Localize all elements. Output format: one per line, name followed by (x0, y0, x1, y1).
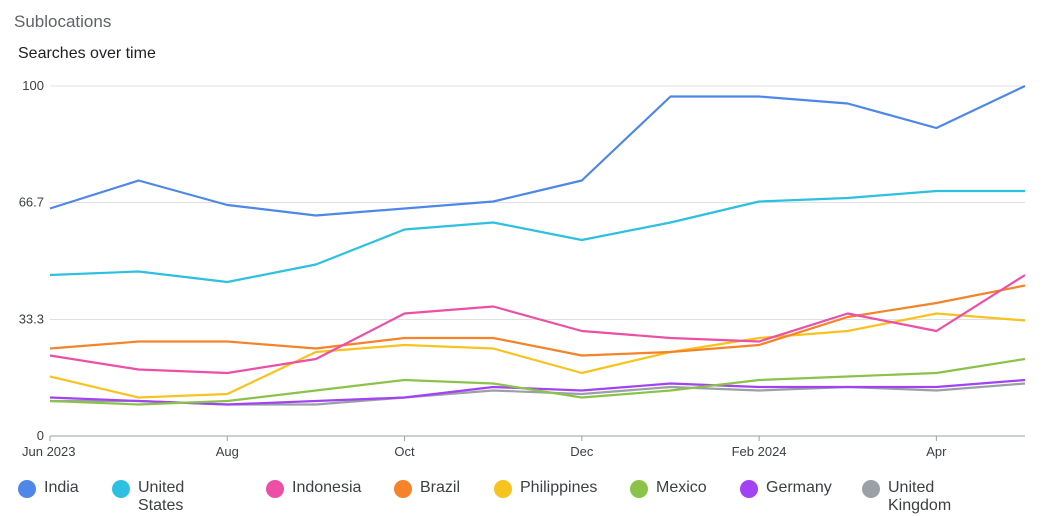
legend-label: Indonesia (292, 479, 362, 496)
legend-item-united-kingdom[interactable]: United Kingdom (862, 479, 951, 515)
legend-dot-icon (266, 480, 284, 498)
y-tick-label: 0 (37, 428, 44, 443)
legend: India United States Indonesia Brazil Philipp… (18, 479, 1038, 515)
x-tick-label: Jun 2023 (22, 444, 76, 459)
legend-item-germany[interactable]: Germany (740, 479, 832, 498)
chart-title: Searches over time (18, 45, 156, 62)
legend-dot-icon (494, 480, 512, 498)
legend-dot-icon (394, 480, 412, 498)
x-tick-label: Feb 2024 (732, 444, 787, 459)
legend-dot-icon (862, 480, 880, 498)
legend-label: Germany (766, 479, 832, 496)
x-tick-label: Dec (570, 444, 594, 459)
series-line-indonesia[interactable] (49, 274, 1026, 375)
legend-label: Mexico (656, 479, 707, 496)
y-tick-label: 33.3 (19, 311, 44, 326)
legend-dot-icon (112, 480, 130, 498)
legend-label: Philippines (520, 479, 598, 496)
y-tick-label: 100 (22, 78, 44, 93)
grid-layer (50, 85, 1025, 437)
legend-label: Brazil (420, 479, 461, 496)
series-line-brazil[interactable] (49, 284, 1026, 357)
legend-label: United Kingdom (888, 479, 952, 514)
line-chart: 0 33.3 66.7 100 Jun 2023 Aug Oct Dec Feb 2024 Apr (19, 78, 1026, 459)
legend-item-united-states[interactable]: United States (112, 479, 184, 515)
legend-dot-icon (740, 480, 758, 498)
legend-dot-icon (18, 480, 36, 498)
legend-label: United States (138, 479, 185, 514)
series-line-united-states[interactable] (49, 189, 1025, 284)
series-line-philippines[interactable] (49, 312, 1026, 399)
series-line-mexico[interactable] (49, 357, 1026, 406)
series-layer (49, 85, 1026, 406)
legend-label: India (44, 479, 79, 496)
legend-item-brazil[interactable]: Brazil (394, 479, 460, 498)
axis-layer: 0 33.3 66.7 100 Jun 2023 Aug Oct Dec Feb 2024 Apr (19, 78, 947, 459)
section-title: Sublocations (14, 12, 112, 31)
legend-item-philippines[interactable]: Philippines (494, 479, 597, 498)
x-tick-label: Aug (216, 444, 239, 459)
series-line-india[interactable] (49, 85, 1026, 217)
y-tick-label: 66.7 (19, 195, 44, 210)
legend-dot-icon (630, 480, 648, 498)
x-tick-label: Oct (394, 444, 415, 459)
series-line-germany[interactable] (49, 378, 1026, 406)
legend-item-mexico[interactable]: Mexico (630, 479, 707, 498)
x-tick-label: Apr (926, 444, 947, 459)
legend-item-indonesia[interactable]: Indonesia (266, 479, 361, 498)
legend-item-india[interactable]: India (18, 479, 79, 498)
